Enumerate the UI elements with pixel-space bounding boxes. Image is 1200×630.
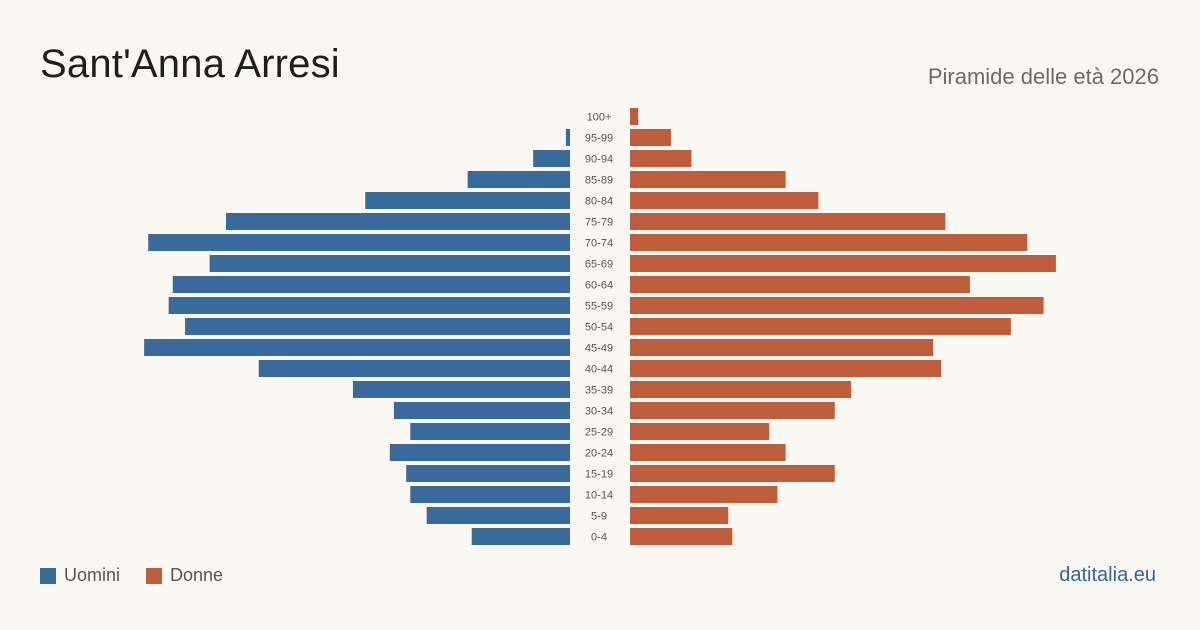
age-label-65-69: 65-69 bbox=[585, 259, 613, 271]
age-label-45-49: 45-49 bbox=[585, 343, 613, 355]
legend-label-men: Uomini bbox=[64, 565, 121, 585]
age-label-60-64: 60-64 bbox=[585, 280, 613, 292]
legend-swatch-women bbox=[146, 567, 163, 584]
bar-men-95-99 bbox=[565, 129, 570, 146]
bar-men-50-54 bbox=[185, 318, 571, 335]
age-label-100+: 100+ bbox=[587, 112, 612, 124]
bar-men-60-64 bbox=[172, 276, 570, 293]
bar-men-0-4 bbox=[471, 528, 570, 545]
chart-title: Sant'Anna Arresi bbox=[40, 42, 340, 86]
bar-women-0-4 bbox=[630, 528, 733, 545]
bar-women-85-89 bbox=[630, 171, 786, 188]
bar-women-80-84 bbox=[630, 192, 819, 209]
bar-men-15-19 bbox=[406, 465, 570, 482]
age-label-5-9: 5-9 bbox=[591, 511, 607, 523]
bar-women-75-79 bbox=[630, 213, 946, 230]
age-label-50-54: 50-54 bbox=[585, 322, 613, 334]
bar-women-45-49 bbox=[630, 339, 934, 356]
age-label-25-29: 25-29 bbox=[585, 427, 613, 439]
brand-link[interactable]: datitalia.eu bbox=[1059, 564, 1156, 586]
age-label-15-19: 15-19 bbox=[585, 469, 613, 481]
age-label-30-34: 30-34 bbox=[585, 406, 613, 418]
bar-men-25-29 bbox=[410, 423, 570, 440]
bar-women-55-59 bbox=[630, 297, 1044, 314]
bar-men-80-84 bbox=[365, 192, 570, 209]
bar-men-70-74 bbox=[148, 234, 570, 251]
age-label-80-84: 80-84 bbox=[585, 196, 613, 208]
bar-men-5-9 bbox=[426, 507, 570, 524]
bar-men-90-94 bbox=[533, 150, 570, 167]
bar-women-100+ bbox=[630, 108, 639, 125]
bar-women-30-34 bbox=[630, 402, 835, 419]
chart-subtitle: Piramide delle età 2026 bbox=[927, 64, 1159, 89]
bar-men-30-34 bbox=[393, 402, 570, 419]
legend-label-women: Donne bbox=[170, 565, 224, 585]
age-label-20-24: 20-24 bbox=[585, 448, 613, 460]
bar-men-85-89 bbox=[467, 171, 570, 188]
bar-women-35-39 bbox=[630, 381, 852, 398]
bar-men-65-69 bbox=[209, 255, 570, 272]
age-label-55-59: 55-59 bbox=[585, 301, 613, 313]
age-label-0-4: 0-4 bbox=[591, 532, 607, 544]
age-label-95-99: 95-99 bbox=[585, 133, 613, 145]
bar-women-90-94 bbox=[630, 150, 692, 167]
legend-item-women: Donne bbox=[146, 565, 223, 586]
bar-women-20-24 bbox=[630, 444, 786, 461]
bar-women-95-99 bbox=[630, 129, 671, 146]
age-label-70-74: 70-74 bbox=[585, 238, 613, 250]
bar-women-5-9 bbox=[630, 507, 729, 524]
bar-women-40-44 bbox=[630, 360, 942, 377]
bar-men-45-49 bbox=[144, 339, 570, 356]
bar-women-25-29 bbox=[630, 423, 770, 440]
age-label-90-94: 90-94 bbox=[585, 154, 613, 166]
bar-men-75-79 bbox=[226, 213, 570, 230]
bar-men-40-44 bbox=[258, 360, 570, 377]
age-label-10-14: 10-14 bbox=[585, 490, 613, 502]
bar-men-55-59 bbox=[168, 297, 570, 314]
bar-women-60-64 bbox=[630, 276, 970, 293]
bar-women-65-69 bbox=[630, 255, 1056, 272]
legend-item-men: Uomini bbox=[40, 565, 120, 586]
bar-women-15-19 bbox=[630, 465, 835, 482]
bar-women-70-74 bbox=[630, 234, 1028, 251]
bar-men-10-14 bbox=[410, 486, 570, 503]
age-label-85-89: 85-89 bbox=[585, 175, 613, 187]
legend: Uomini Donne bbox=[40, 565, 239, 586]
age-label-40-44: 40-44 bbox=[585, 364, 613, 376]
bar-men-20-24 bbox=[389, 444, 570, 461]
age-label-75-79: 75-79 bbox=[585, 217, 613, 229]
age-label-35-39: 35-39 bbox=[585, 385, 613, 397]
bar-men-35-39 bbox=[352, 381, 570, 398]
bar-women-10-14 bbox=[630, 486, 778, 503]
bar-women-50-54 bbox=[630, 318, 1011, 335]
legend-swatch-men bbox=[40, 567, 56, 584]
